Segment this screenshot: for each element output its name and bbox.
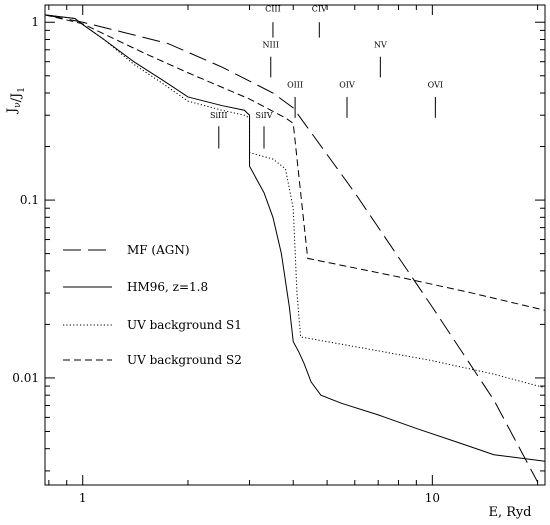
ion-label: SiIII (210, 111, 228, 120)
y-tick-label: 1 (31, 15, 39, 29)
x-tick-label: 1 (79, 491, 87, 505)
ion-label: OIII (287, 80, 303, 89)
ion-label: NIII (263, 41, 279, 50)
series-line-3 (45, 14, 545, 389)
legend: MF (AGN) HM96, z=1.8 UV background S1 UV ba… (63, 243, 242, 367)
ion-label: NV (374, 41, 387, 50)
y-tick-label: 0.1 (20, 193, 39, 207)
legend-label-2: HM96, z=1.8 (127, 280, 208, 294)
legend-label-3: UV background S1 (127, 318, 242, 332)
series-line-2 (45, 14, 545, 462)
legend-label-1: MF (AGN) (127, 243, 190, 257)
ion-label: OVI (428, 80, 443, 89)
series-line-1 (45, 14, 539, 483)
series-line-4 (45, 14, 545, 311)
ion-label: CIII (265, 4, 281, 13)
axis-tick-labels: 1 10 1 0.1 0.01 (12, 15, 440, 505)
plot-frame (44, 4, 546, 486)
x-tick-label: 10 (425, 491, 440, 505)
ion-label: CIV (312, 4, 327, 13)
series-layer (45, 14, 545, 483)
x-axis-label: E, Ryd (489, 505, 532, 520)
ion-annotations: CIII CIV NIII NV OIII OIV OVI SiIII SiIV (210, 4, 443, 149)
y-axis-label: Jν/J1 (5, 87, 27, 115)
axis-ticks (45, 5, 545, 485)
y-tick-label: 0.01 (12, 371, 39, 385)
ion-label: OIV (339, 80, 355, 89)
legend-label-4: UV background S2 (127, 353, 242, 367)
ion-label: SiIV (256, 111, 273, 120)
